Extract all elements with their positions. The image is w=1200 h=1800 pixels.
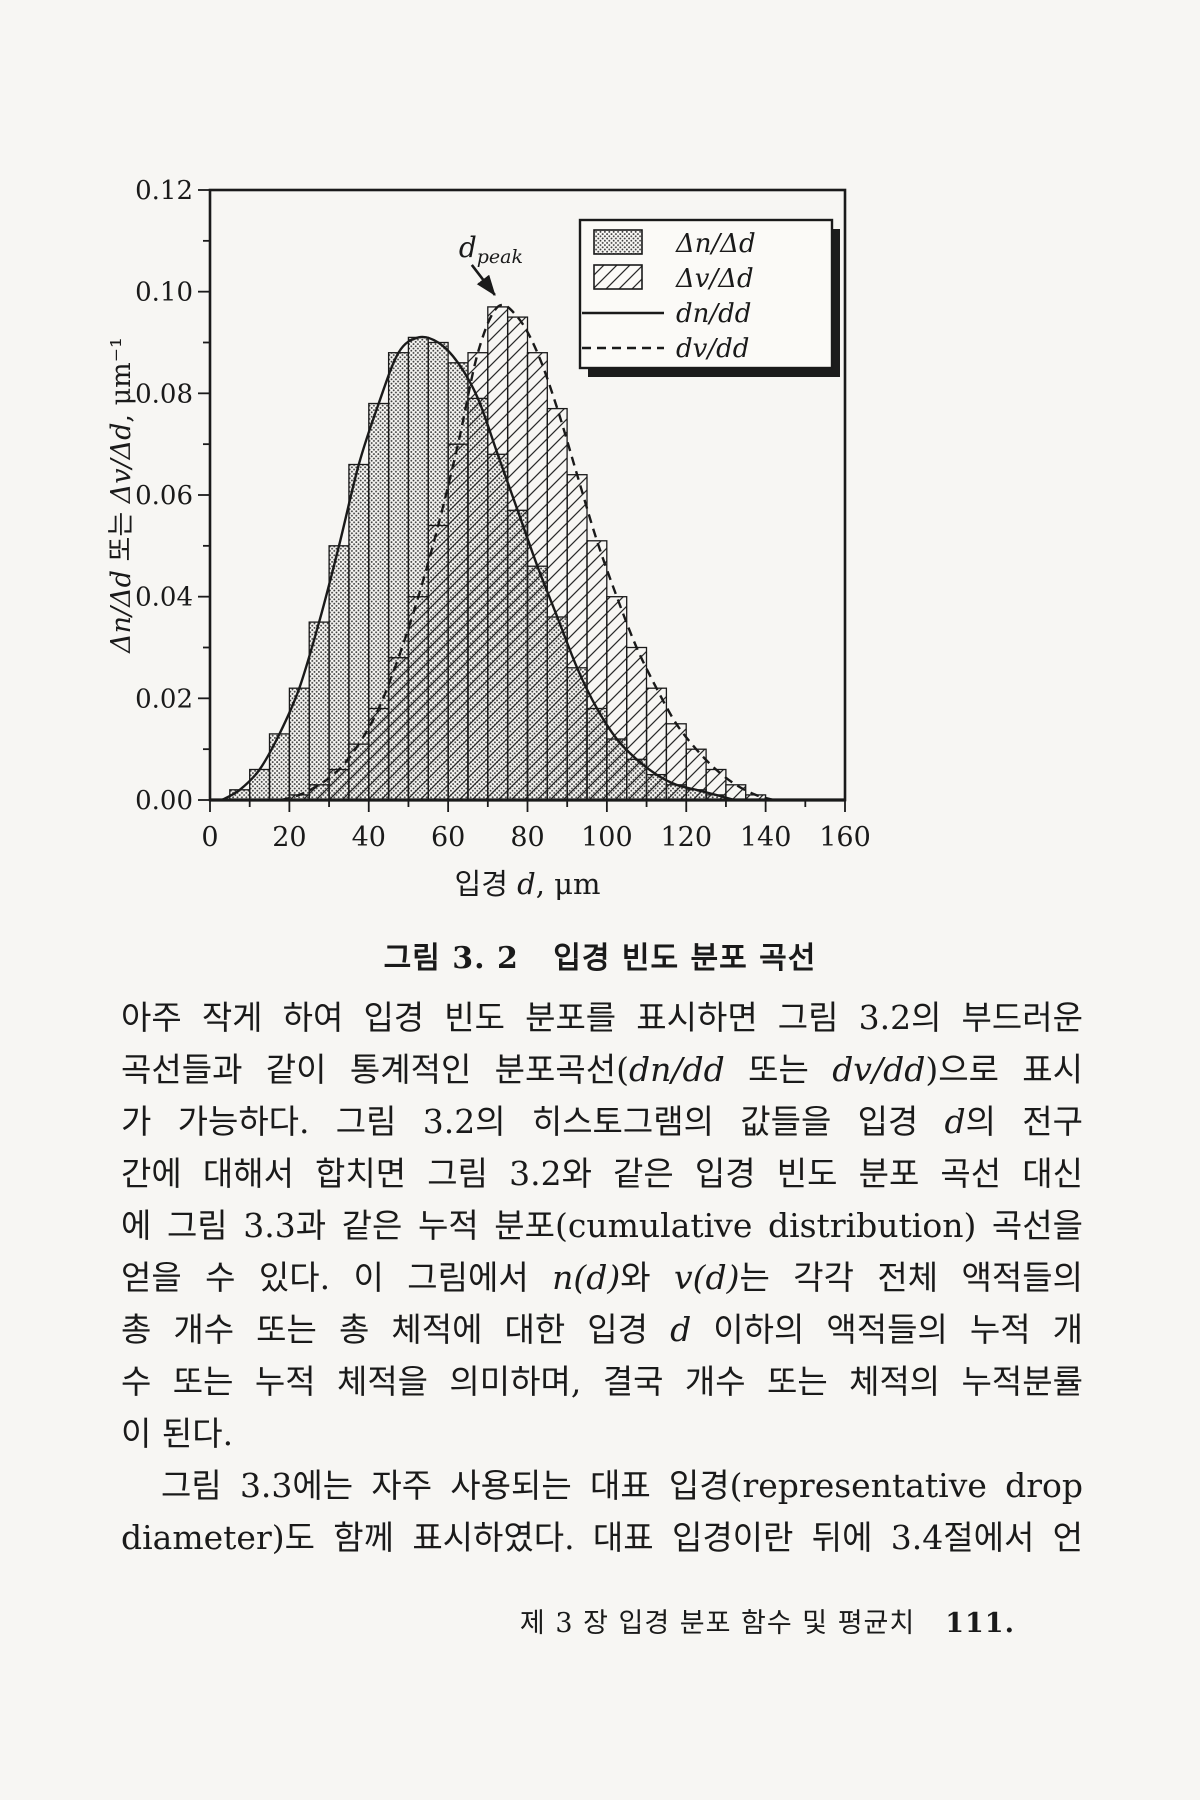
svg-text:0.08: 0.08 (135, 379, 193, 409)
body-line: diameter)도 함께 표시하였다. 대표 입경이란 뒤에 3.4절에서 언 (121, 1518, 1083, 1557)
legend-label: dv/dd (676, 334, 749, 364)
svg-text:0: 0 (201, 822, 218, 853)
svg-text:dpeak: dpeak (459, 231, 523, 268)
body-line: 가 가능하다. 그림 3.2의 히스토그램의 값들을 입경 d의 전구 (121, 1102, 1083, 1141)
body-line: 수 또는 누적 체적을 의미하며, 결국 개수 또는 체적의 누적분률 (121, 1362, 1083, 1401)
svg-text:120: 120 (660, 822, 712, 853)
svg-text:20: 20 (272, 822, 306, 853)
figure-3-2-chart: 0 20 40 60 80 100 120 140 1600.000.020.040.060.0… (106, 176, 871, 901)
body-line: 곡선들과 같이 통계적인 분포곡선(dn/dd 또는 dv/dd)으로 표시 (121, 1050, 1083, 1089)
svg-text:160: 160 (819, 822, 871, 853)
svg-text:0.00: 0.00 (135, 786, 193, 816)
body-line: 에 그림 3.3과 같은 누적 분포(cumulative distributi… (121, 1206, 1083, 1245)
curve-dvdd (281, 303, 774, 802)
svg-text:0.10: 0.10 (135, 278, 193, 308)
page-footer: 제 3 장 입경 분포 함수 및 평균치 111. (0, 1570, 1015, 1671)
axis-ticks (198, 189, 846, 812)
svg-text:100: 100 (581, 822, 633, 853)
svg-text:140: 140 (740, 822, 792, 853)
y-axis-label: Δn/Δd 또는 Δv/Δd, μm⁻¹ (106, 337, 137, 654)
body-line: 얻을 수 있다. 이 그림에서 n(d)와 v(d)는 각각 전체 액적들의 (121, 1258, 1083, 1297)
body-line: 총 개수 또는 총 체적에 대한 입경 d 이하의 액적들의 누적 개 (121, 1310, 1084, 1349)
histogram-bars (229, 306, 767, 801)
x-tick-labels: 0 20 40 60 80 100 120 140 160 (201, 822, 870, 853)
svg-text:0.12: 0.12 (135, 176, 193, 206)
body-line: 아주 작게 하여 입경 빈도 분포를 표시하면 그림 3.2의 부드러운 (121, 998, 1083, 1037)
svg-text:40: 40 (352, 822, 386, 853)
svg-text:0.02: 0.02 (135, 684, 193, 714)
figure-3-2: 0 20 40 60 80 100 120 140 160 0.00 0.02 0.04 0.06 0.0… (100, 145, 920, 935)
svg-text:0.06: 0.06 (135, 481, 193, 511)
page-number: 111. (945, 1608, 1015, 1639)
svg-text:60: 60 (431, 822, 465, 853)
legend-label: dn/dd (676, 299, 751, 329)
x-axis-label: 입경 d, μm (455, 867, 601, 901)
running-title: 제 3 장 입경 분포 함수 및 평균치 (519, 1608, 916, 1639)
svg-text:0.04: 0.04 (135, 583, 193, 613)
svg-text:80: 80 (510, 822, 544, 853)
figure-caption: 그림 3. 2 입경 빈도 분포 곡선 (383, 941, 817, 976)
body-line: 간에 대해서 합치면 그림 3.2와 같은 입경 빈도 분포 곡선 대신 (121, 1154, 1083, 1193)
legend-label: Δv/Δd (675, 264, 754, 294)
legend-label: Δn/Δd (675, 229, 756, 259)
curve-dndd (221, 335, 735, 802)
y-tick-labels: 0.00 0.02 0.04 0.06 0.08 0.10 0.12 (135, 176, 193, 816)
body-line: 이 된다. (121, 1414, 234, 1453)
legend: Δn/Δd Δv/Δd dn/dd dv/dd (578, 218, 840, 377)
dpeak-annotation: dpeak (459, 231, 523, 296)
body-line: 그림 3.3에는 자주 사용되는 대표 입경(representative dr… (161, 1466, 1083, 1505)
